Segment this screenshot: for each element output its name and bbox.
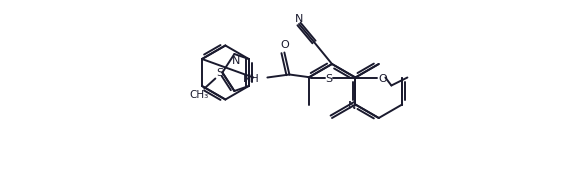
Text: N: N bbox=[232, 56, 240, 66]
Text: N: N bbox=[348, 100, 356, 111]
Text: S: S bbox=[325, 73, 332, 84]
Text: S: S bbox=[216, 68, 223, 79]
Text: O: O bbox=[378, 73, 387, 84]
Text: CH₃: CH₃ bbox=[190, 89, 209, 100]
Text: O: O bbox=[280, 40, 289, 50]
Text: NH: NH bbox=[243, 73, 260, 84]
Text: N: N bbox=[295, 14, 303, 24]
